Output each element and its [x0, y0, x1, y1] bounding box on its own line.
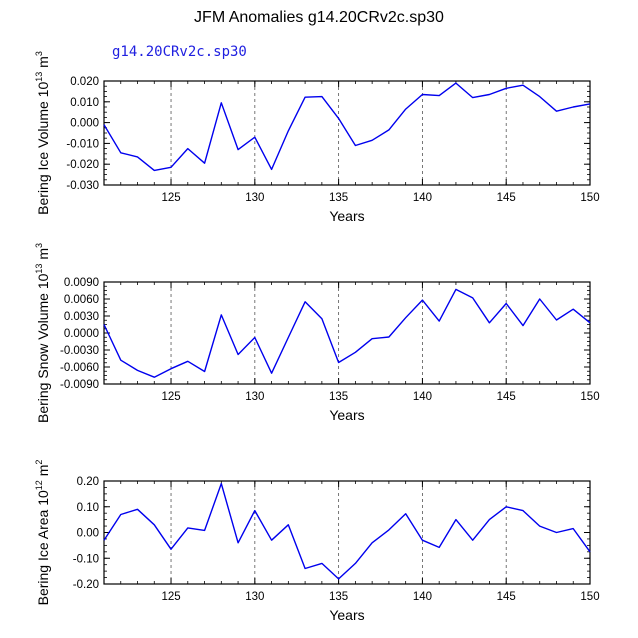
plot-frame — [103, 281, 591, 385]
x-axis-label: Years — [329, 208, 364, 224]
y-axis-label: Bering Ice Volume 1013 m3 — [34, 51, 51, 215]
y-axis-label-text: Bering Ice Volume 10 — [35, 82, 51, 215]
y-axis-label-unit: m — [35, 248, 51, 264]
x-tick-label: 135 — [329, 591, 348, 603]
y-tick-label: 0.010 — [70, 97, 99, 109]
x-tick-label: 135 — [329, 192, 348, 204]
x-tick-label: 140 — [413, 391, 432, 403]
x-tick-label: 145 — [497, 591, 516, 603]
panel-1: 125 130 135 140 145 150 -0.030 -0.020 -0.010 0.00… — [34, 51, 600, 224]
x-tick-label: 130 — [245, 192, 264, 204]
plot-frame — [103, 480, 591, 585]
x-axis-label: Years — [329, 407, 364, 423]
y-axis-label-text: Bering Ice Area 10 — [35, 490, 51, 605]
y-axis-label-unit: m — [35, 56, 51, 72]
x-tick-label: 145 — [497, 192, 516, 204]
x-tick-label: 125 — [161, 391, 180, 403]
x-tick-label: 150 — [580, 192, 599, 204]
y-axis-label-unit-exp: 3 — [34, 243, 44, 248]
x-tick-label: 145 — [497, 391, 516, 403]
x-tick-label: 140 — [413, 591, 432, 603]
y-tick-label: -0.020 — [66, 159, 99, 171]
y-axis-label: Bering Ice Area 1012 m2 — [34, 460, 51, 606]
y-tick-label: -0.010 — [66, 138, 99, 150]
y-tick-label: -0.0090 — [60, 379, 99, 391]
y-axis-label-text: Bering Snow Volume 10 — [35, 273, 51, 423]
figure-subtitle: g14.20CRv2c.sp30 — [112, 44, 247, 60]
y-tick-label: -0.0060 — [60, 362, 99, 374]
y-tick-label: -0.20 — [73, 579, 99, 591]
y-axis-label-unit-exp: 3 — [34, 51, 44, 56]
y-tick-label: 0.020 — [70, 76, 99, 88]
y-tick-label: -0.030 — [66, 180, 99, 192]
x-tick-label: 125 — [161, 192, 180, 204]
y-axis-label-unit-exp: 2 — [34, 460, 44, 465]
x-tick-label: 130 — [245, 591, 264, 603]
y-tick-label: 0.0090 — [64, 277, 99, 289]
figure-title: JFM Anomalies g14.20CRv2c.sp30 — [194, 9, 444, 26]
y-tick-label: 0.0060 — [64, 294, 99, 306]
y-tick-label: 0.20 — [77, 476, 99, 488]
y-tick-label: 0.0000 — [64, 328, 99, 340]
x-tick-label: 150 — [580, 391, 599, 403]
y-axis-label-exp: 13 — [34, 72, 44, 82]
x-tick-label: 125 — [161, 591, 180, 603]
y-tick-label: 0.000 — [70, 118, 99, 130]
panel-2: 125 130 135 140 145 150 -0.0090 -0.0060 -0.0030 0… — [34, 243, 600, 423]
y-axis-label-unit: m — [35, 465, 51, 481]
plot-frame — [103, 80, 591, 186]
y-tick-label: -0.10 — [73, 553, 99, 565]
y-axis-label-exp: 12 — [34, 480, 44, 490]
series-line — [103, 482, 591, 580]
y-tick-label: 0.10 — [77, 502, 99, 514]
y-tick-label: 0.00 — [77, 528, 99, 540]
y-tick-label: -0.0030 — [60, 345, 99, 357]
y-axis-label: Bering Snow Volume 1013 m3 — [34, 243, 51, 423]
x-tick-label: 150 — [580, 591, 599, 603]
y-tick-label: 0.0030 — [64, 311, 99, 323]
panel-3: 125 130 135 140 145 150 -0.20 -0.10 0.00 0.10 0.20… — [34, 460, 600, 623]
series-line — [103, 288, 591, 378]
panels: 125 130 135 140 145 150 -0.030 -0.020 -0.010 0.00… — [34, 51, 600, 623]
x-tick-label: 135 — [329, 391, 348, 403]
x-tick-label: 130 — [245, 391, 264, 403]
y-axis-label-exp: 13 — [34, 264, 44, 274]
series-line — [103, 82, 591, 172]
x-tick-label: 140 — [413, 192, 432, 204]
x-axis-label: Years — [329, 607, 364, 623]
